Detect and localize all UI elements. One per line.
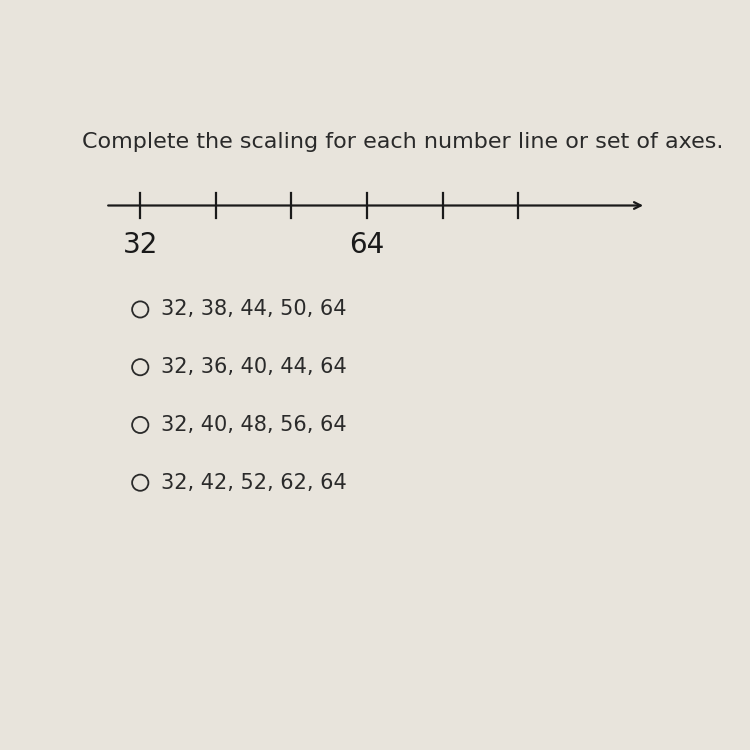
Text: 32, 40, 48, 56, 64: 32, 40, 48, 56, 64	[160, 415, 346, 435]
Text: 64: 64	[350, 232, 385, 260]
Text: 32, 36, 40, 44, 64: 32, 36, 40, 44, 64	[160, 357, 346, 377]
Text: Complete the scaling for each number line or set of axes.: Complete the scaling for each number lin…	[82, 132, 724, 152]
Text: 32, 42, 52, 62, 64: 32, 42, 52, 62, 64	[160, 472, 346, 493]
Text: 32: 32	[122, 232, 158, 260]
Text: 32, 38, 44, 50, 64: 32, 38, 44, 50, 64	[160, 299, 346, 320]
